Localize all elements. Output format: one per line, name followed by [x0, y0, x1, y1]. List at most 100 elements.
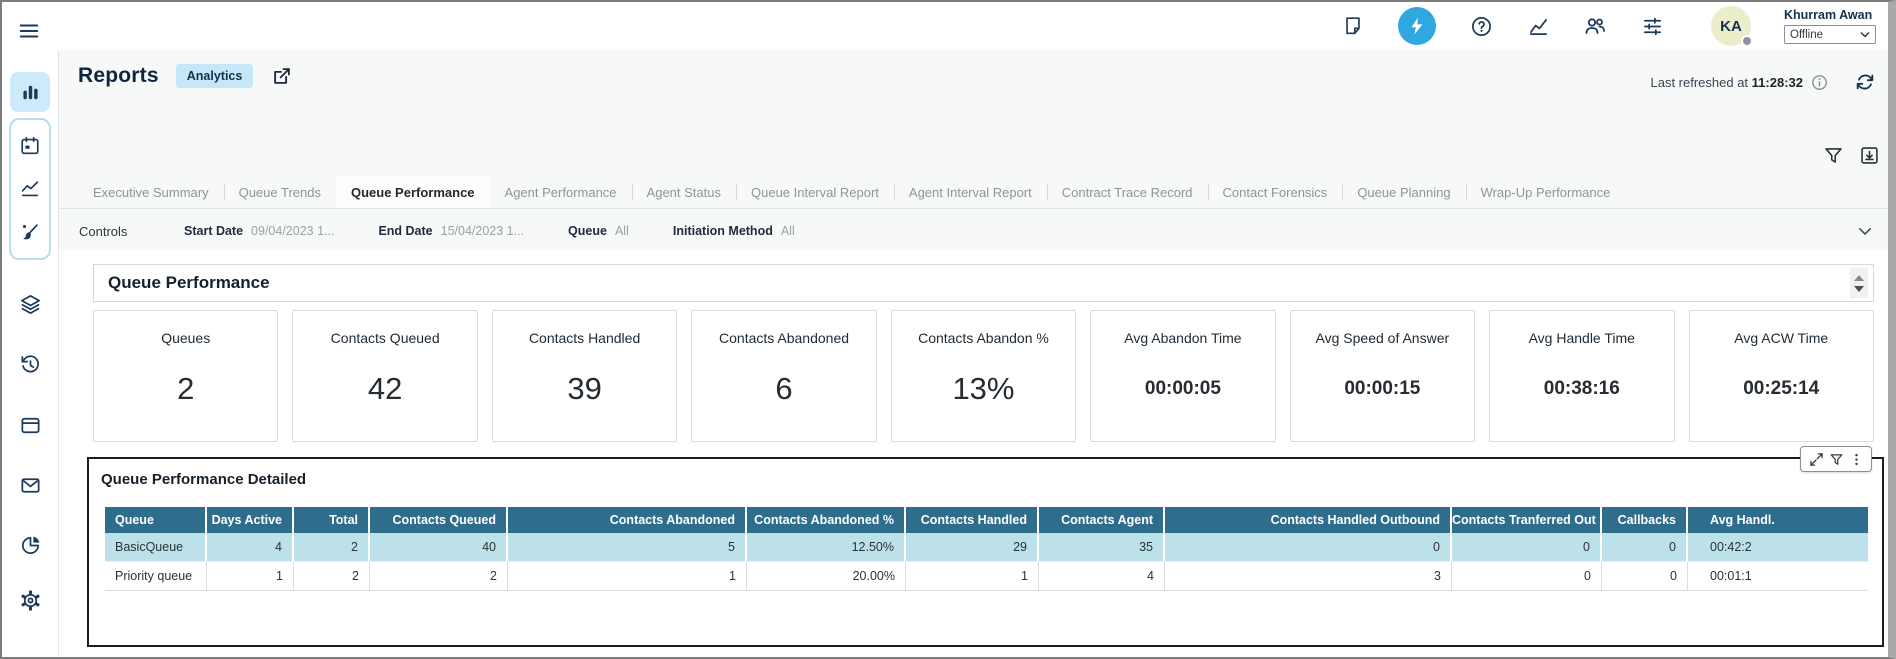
analytics-badge: Analytics — [175, 64, 254, 88]
user-name: Khurram Awan — [1784, 8, 1873, 22]
section-title: Queue Performance — [108, 273, 270, 292]
kpi-card-avg-speed-of-answer: Avg Speed of Answer 00:00:15 — [1289, 310, 1476, 442]
column-header[interactable]: Contacts Abandoned % — [747, 507, 906, 533]
tab-queue-performance[interactable]: Queue Performance — [335, 176, 490, 208]
table-header-row: Queue Days Active Total Contacts Queued … — [105, 507, 1868, 533]
sidebar-item-layers[interactable] — [10, 284, 50, 324]
last-refreshed-label: Last refreshed at — [1650, 74, 1749, 90]
kpi-card-avg-acw-time: Avg ACW Time 00:25:14 — [1688, 310, 1874, 442]
column-header[interactable]: Queue — [105, 507, 207, 533]
report-panel: Queue Performance Queues 2 Contacts Queu… — [59, 250, 1888, 657]
tab-queue-interval-report[interactable]: Queue Interval Report — [736, 176, 894, 208]
help-icon[interactable] — [1469, 14, 1493, 38]
kpi-card-contacts-abandoned: Contacts Abandoned 6 — [691, 310, 877, 442]
gear-icon — [20, 589, 40, 611]
last-refreshed-time: 11:28:32 — [1751, 74, 1803, 90]
lightning-button[interactable] — [1398, 7, 1436, 45]
chevron-down-icon[interactable] — [1856, 222, 1874, 240]
widget-toolbar — [1800, 446, 1872, 472]
menu-icon[interactable] — [16, 18, 42, 44]
column-header[interactable]: Days Active — [207, 507, 294, 533]
refresh-icon[interactable] — [1854, 71, 1876, 93]
download-icon[interactable] — [1859, 145, 1880, 166]
tab-queue-trends[interactable]: Queue Trends — [223, 176, 336, 208]
sidebar-group — [9, 118, 51, 260]
column-header[interactable]: Contacts Handled Outbound — [1165, 507, 1452, 533]
tab-contract-trace-record[interactable]: Contract Trace Record — [1046, 176, 1208, 208]
top-bar: KA Khurram Awan Offline — [2, 2, 1888, 50]
bar-chart-icon — [22, 85, 38, 99]
report-tabs: Executive Summary Queue Trends Queue Per… — [59, 176, 1888, 209]
expand-icon[interactable] — [1809, 452, 1824, 467]
info-icon[interactable] — [1811, 74, 1828, 91]
section-header: Queue Performance — [93, 264, 1874, 302]
tab-queue-planning[interactable]: Queue Planning — [1342, 176, 1465, 208]
controls-label: Controls — [79, 223, 128, 239]
column-header[interactable]: Contacts Tranferred Out — [1452, 507, 1602, 533]
filter-end-date[interactable]: End Date 15/04/2023 1... — [378, 224, 525, 238]
history-icon — [20, 354, 39, 372]
spinner-down-icon[interactable] — [1854, 285, 1864, 292]
tab-wrap-up-performance[interactable]: Wrap-Up Performance — [1465, 176, 1626, 208]
kebab-menu-icon[interactable] — [1849, 452, 1864, 467]
calendar-icon — [21, 136, 39, 154]
layers-icon — [20, 294, 40, 314]
column-header[interactable]: Contacts Agent — [1039, 507, 1165, 533]
mail-icon — [20, 477, 40, 493]
kpi-card-avg-handle-time: Avg Handle Time 00:38:16 — [1489, 310, 1675, 442]
external-link-icon[interactable] — [271, 65, 293, 87]
sidebar — [2, 2, 58, 657]
table-row[interactable]: BasicQueue 4 2 40 5 12.50% 29 35 0 0 0 0… — [105, 533, 1868, 562]
status-select-value: Offline — [1790, 28, 1824, 41]
settings-sliders-icon[interactable] — [1640, 14, 1664, 38]
chevron-down-icon — [1860, 31, 1870, 38]
filter-initiation-method[interactable]: Initiation Method All — [672, 224, 795, 238]
brush-icon — [22, 224, 38, 240]
filter-queue[interactable]: Queue All — [568, 224, 629, 238]
kpi-card-contacts-handled: Contacts Handled 39 — [491, 310, 678, 442]
sidebar-item-window[interactable] — [10, 405, 50, 445]
column-header[interactable]: Total — [294, 507, 370, 533]
queue-performance-detailed-widget: Queue Performance Detailed Queue Days Ac… — [87, 446, 1884, 647]
filter-icon[interactable] — [1823, 145, 1844, 166]
tab-agent-status[interactable]: Agent Status — [631, 176, 736, 208]
column-header[interactable]: Contacts Handled — [906, 507, 1039, 533]
column-header[interactable]: Contacts Abandoned — [508, 507, 747, 533]
kpi-cards: Queues 2 Contacts Queued 42 Contacts Han… — [93, 310, 1874, 442]
kpi-card-contacts-abandon-pct: Contacts Abandon % 13% — [890, 310, 1077, 442]
filter-icon[interactable] — [1829, 452, 1844, 467]
column-header[interactable]: Callbacks — [1602, 507, 1688, 533]
tab-agent-interval-report[interactable]: Agent Interval Report — [893, 176, 1047, 208]
column-header[interactable]: Contacts Queued — [370, 507, 508, 533]
sidebar-item-design[interactable] — [12, 214, 48, 250]
filter-start-date[interactable]: Start Date 09/04/2023 1... — [184, 224, 335, 238]
controls-bar: Controls Start Date 09/04/2023 1... End … — [59, 211, 1888, 251]
page-title: Reports — [78, 64, 159, 87]
notes-icon[interactable] — [1341, 14, 1365, 38]
line-chart-icon — [21, 181, 39, 197]
tab-agent-performance[interactable]: Agent Performance — [504, 184, 617, 200]
sidebar-item-schedule[interactable] — [12, 128, 48, 164]
kpi-card-queues: Queues 2 — [93, 310, 279, 442]
status-select[interactable]: Offline — [1784, 25, 1876, 44]
tab-executive-summary[interactable]: Executive Summary — [93, 184, 209, 200]
sidebar-item-analytics[interactable] — [10, 72, 50, 112]
sidebar-item-reports-pie[interactable] — [10, 525, 50, 565]
sidebar-item-history[interactable] — [10, 344, 50, 384]
spinner-up-icon[interactable] — [1854, 274, 1864, 281]
users-icon[interactable] — [1583, 14, 1607, 38]
sidebar-item-trends[interactable] — [12, 171, 48, 207]
avatar[interactable]: KA — [1711, 6, 1753, 47]
window-icon — [20, 417, 40, 433]
pie-chart-icon — [21, 536, 39, 554]
metrics-icon[interactable] — [1526, 14, 1550, 38]
detail-table: Queue Days Active Total Contacts Queued … — [105, 507, 1868, 591]
status-dot — [1741, 35, 1753, 47]
sidebar-item-settings[interactable] — [10, 580, 50, 620]
table-row[interactable]: Priority queue 1 2 2 1 20.00% 1 4 3 0 0 … — [105, 562, 1868, 591]
column-header[interactable]: Avg Handl. — [1688, 507, 1868, 533]
tab-contact-forensics[interactable]: Contact Forensics — [1207, 176, 1343, 208]
sidebar-item-mail[interactable] — [10, 465, 50, 505]
section-spinner[interactable] — [1850, 268, 1868, 298]
